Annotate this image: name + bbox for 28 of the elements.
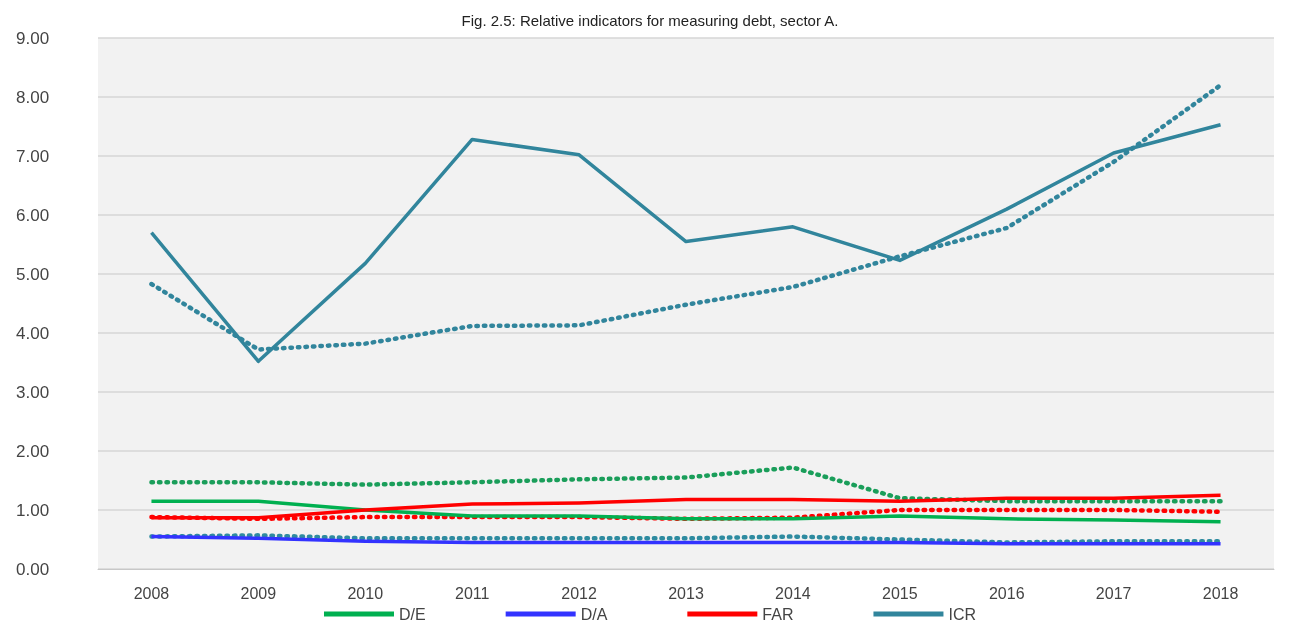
x-tick-label: 2014 (775, 584, 811, 602)
x-tick-label: 2012 (561, 584, 597, 602)
y-tick-label: 7.00 (16, 146, 50, 166)
x-tick-label: 2018 (1202, 584, 1239, 602)
legend-label: D/E (398, 605, 426, 623)
x-tick-label: 2010 (347, 584, 384, 602)
chart-title: Fig. 2.5: Relative indicators for measuring debt, sector A. (461, 12, 839, 29)
x-tick-label: 2013 (668, 584, 704, 602)
y-tick-label: 0.00 (16, 559, 50, 579)
x-tick-label: 2017 (1095, 584, 1132, 602)
line-series (149, 499, 1223, 524)
y-tick-label: 2.00 (16, 441, 50, 461)
y-tick-label: 6.00 (16, 205, 50, 225)
y-tick-label: 5.00 (16, 264, 50, 284)
x-tick-label: 2008 (133, 584, 170, 602)
y-tick-label: 3.00 (16, 382, 50, 402)
x-tick-label: 2015 (882, 584, 918, 602)
x-tick-label: 2009 (240, 584, 277, 602)
y-tick-label: 1.00 (16, 500, 50, 520)
x-tick-label: 2011 (454, 584, 490, 602)
legend-label: ICR (948, 605, 977, 623)
x-tick-label: 2016 (988, 584, 1025, 602)
legend-label: FAR (762, 605, 794, 623)
legend-label: D/A (580, 605, 608, 623)
line-series (149, 465, 1223, 504)
y-tick-label: 8.00 (16, 87, 50, 107)
y-tick-label: 9.00 (16, 28, 50, 48)
y-tick-label: 4.00 (16, 323, 50, 343)
